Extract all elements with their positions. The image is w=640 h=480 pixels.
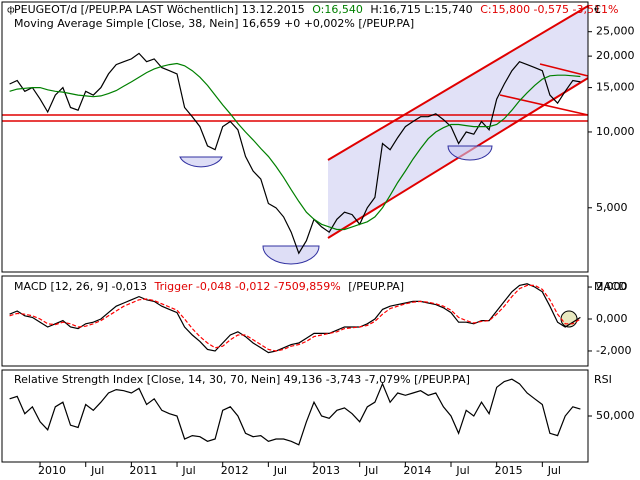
series-line bbox=[9, 378, 581, 446]
y-tick-label: 15,000 bbox=[596, 81, 635, 94]
legend-entry: Relative Strength Index [Close, 14, 30, … bbox=[14, 373, 470, 386]
x-tick-label: Jul bbox=[455, 464, 469, 477]
x-tick-label: Jul bbox=[547, 464, 561, 477]
y-tick-label: 2,000 bbox=[596, 280, 628, 293]
series-line bbox=[9, 284, 581, 352]
source: [/PEUP.PA] bbox=[348, 280, 404, 293]
series-name: PEUGEOT/d [/PEUP.PA LAST Wöchentlich] 13… bbox=[14, 3, 305, 16]
x-tick-label: 2013 bbox=[312, 464, 340, 477]
y-tick-label: 20,000 bbox=[596, 49, 635, 62]
x-tick-label: Jul bbox=[273, 464, 287, 477]
decorations bbox=[2, 5, 589, 328]
legend-entry: Trigger -0,048 -0,012 -7509,859% bbox=[154, 280, 341, 293]
unit-label: MACD bbox=[594, 280, 627, 293]
macd-header: MACD [12, 26, 9] -0,013 Trigger -0,048 -… bbox=[14, 280, 404, 293]
x-tick-label: Jul bbox=[181, 464, 195, 477]
x-tick-label: Jul bbox=[364, 464, 378, 477]
macd-panel bbox=[1, 275, 589, 367]
close-info: C:15,800 -0,575 -3,511% bbox=[480, 3, 618, 16]
trend-line bbox=[499, 94, 589, 116]
x-tick-label: 2010 bbox=[38, 464, 66, 477]
x-tick-label: 2012 bbox=[221, 464, 249, 477]
x-tick-label: Jul bbox=[90, 464, 104, 477]
x-tick-label: 2014 bbox=[403, 464, 431, 477]
legend-entry: Moving Average Simple [Close, 38, Nein] … bbox=[14, 17, 414, 30]
series-line bbox=[9, 52, 581, 255]
hl-info: H:16,715 L:15,740 bbox=[370, 3, 472, 16]
unit-label: € bbox=[594, 3, 601, 16]
x-tick-label: 2015 bbox=[495, 464, 523, 477]
pattern-arc bbox=[447, 145, 493, 161]
icon: ф bbox=[7, 6, 15, 16]
y-tick-label: -2,000 bbox=[596, 344, 631, 357]
y-tick-label: 25,000 bbox=[596, 25, 635, 38]
pattern-arc bbox=[262, 245, 320, 265]
price-header: PEUGEOT/d [/PEUP.PA LAST Wöchentlich] 13… bbox=[14, 3, 618, 16]
channel-fill bbox=[328, 6, 588, 238]
price-panel bbox=[1, 1, 589, 273]
x-tick-label: 2011 bbox=[129, 464, 157, 477]
y-tick-label: 0,000 bbox=[596, 312, 628, 325]
y-tick-label: 10,000 bbox=[596, 125, 635, 138]
trend-line bbox=[539, 63, 589, 77]
y-tick-label: 5,000 bbox=[596, 201, 628, 214]
unit-label: RSI bbox=[594, 373, 612, 386]
pattern-arc bbox=[179, 156, 223, 168]
y-tick-label: 50,000 bbox=[596, 409, 635, 422]
open-info: O:16,540 bbox=[312, 3, 363, 16]
legend-entry: MACD [12, 26, 9] -0,013 bbox=[14, 280, 147, 293]
channel-line bbox=[327, 5, 589, 161]
series-line bbox=[9, 62, 581, 231]
